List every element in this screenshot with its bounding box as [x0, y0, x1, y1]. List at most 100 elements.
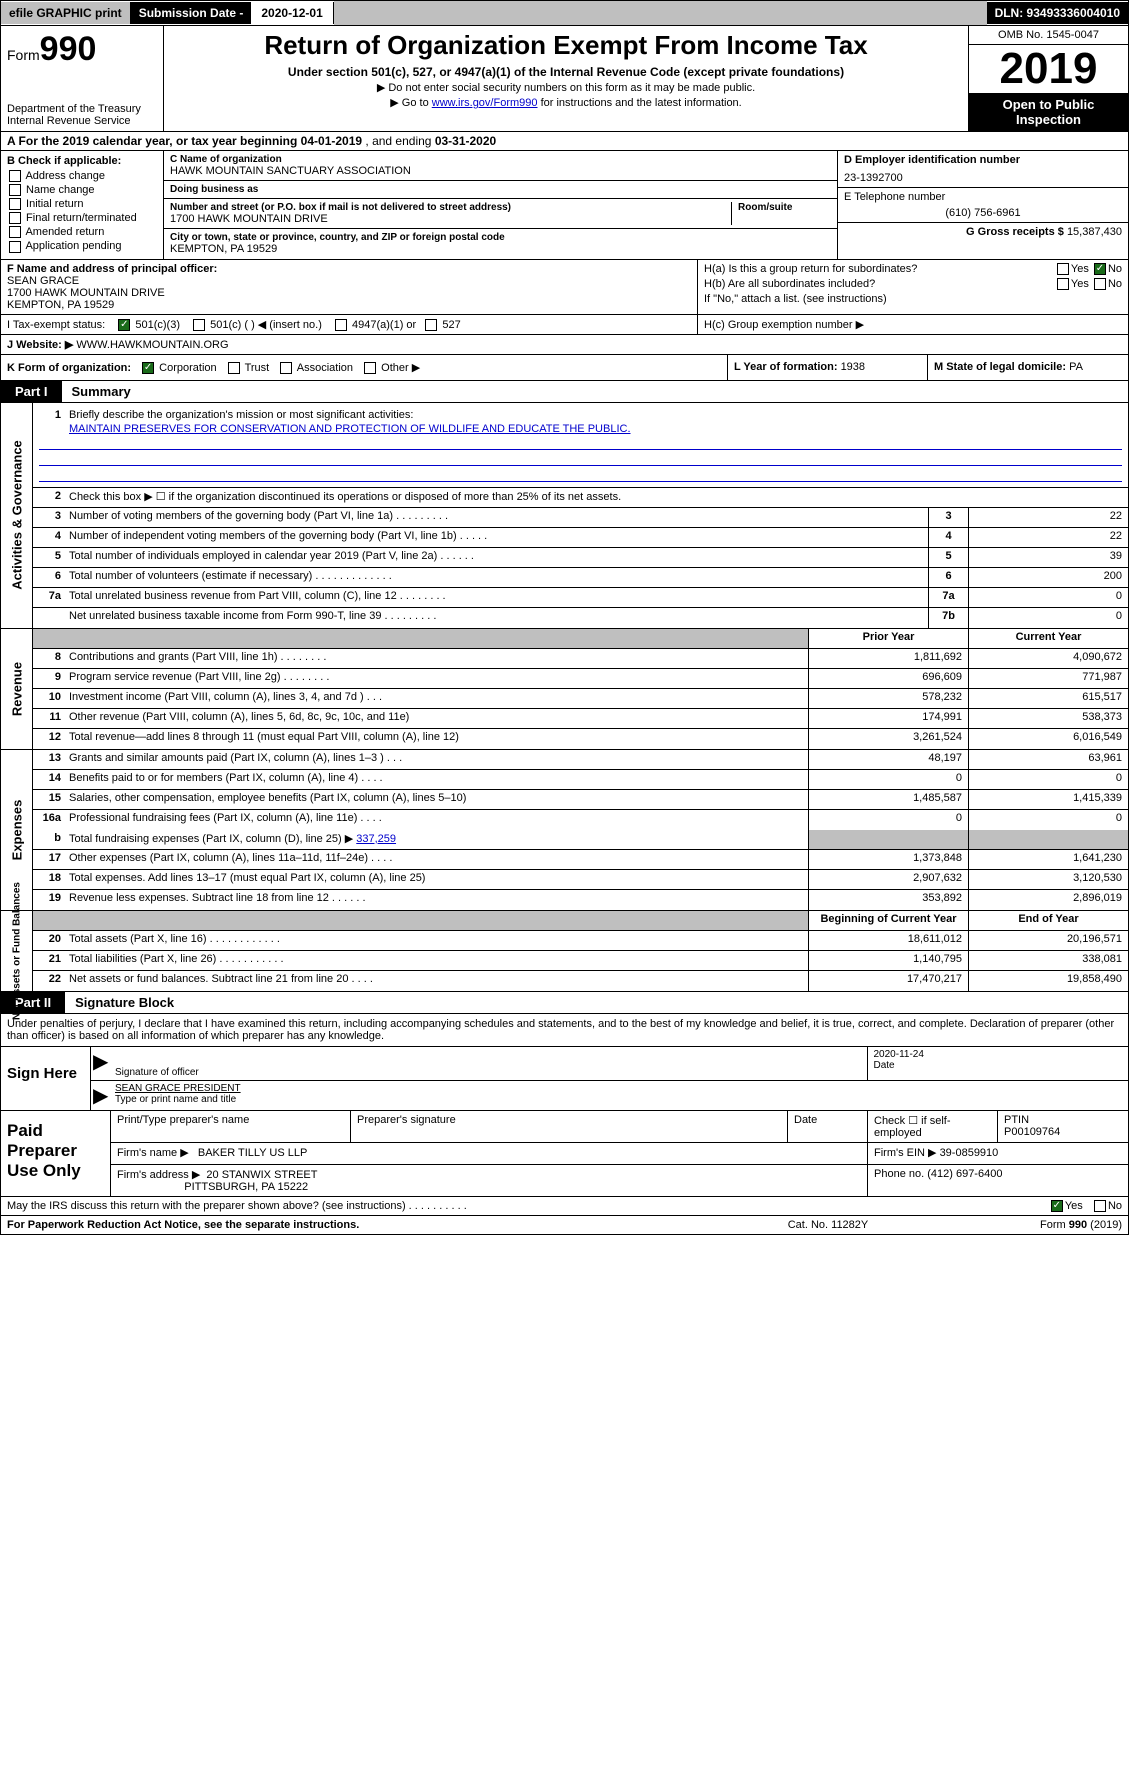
- mission: MAINTAIN PRESERVES FOR CONSERVATION AND …: [33, 423, 1128, 435]
- checkbox-item[interactable]: Application pending: [7, 240, 157, 252]
- checkbox-icon[interactable]: [1094, 1200, 1106, 1212]
- checkbox-item[interactable]: Amended return: [7, 226, 157, 238]
- city: KEMPTON, PA 19529: [170, 243, 831, 255]
- officer-addr1: 1700 HAWK MOUNTAIN DRIVE: [7, 287, 165, 299]
- checkbox-item[interactable]: Final return/terminated: [7, 212, 157, 224]
- header-right: OMB No. 1545-0047 2019 Open to Public In…: [968, 26, 1128, 131]
- gross-label: G Gross receipts $: [966, 226, 1067, 238]
- row-num: 7a: [33, 588, 65, 607]
- curr-val: 0: [968, 810, 1128, 830]
- revenue-text: Revenue: [9, 662, 24, 716]
- desc-1: Briefly describe the organization's miss…: [65, 407, 1128, 423]
- checkbox-icon[interactable]: [228, 362, 240, 374]
- table-row: 16a Professional fundraising fees (Part …: [33, 810, 1128, 830]
- row-val: 22: [968, 508, 1128, 527]
- efile-label[interactable]: efile GRAPHIC print: [1, 2, 131, 24]
- city-cell: City or town, state or province, country…: [164, 229, 837, 258]
- checkbox-icon[interactable]: [1094, 278, 1106, 290]
- table-row: 15 Salaries, other compensation, employe…: [33, 790, 1128, 810]
- h-a: H(a) Is this a group return for subordin…: [704, 263, 1122, 275]
- table-row: Net unrelated business taxable income fr…: [33, 608, 1128, 628]
- checkbox-icon[interactable]: [1057, 278, 1069, 290]
- dln: DLN: 93493336004010: [987, 2, 1128, 24]
- blank: [65, 911, 808, 930]
- box-d: D Employer identification number 23-1392…: [838, 151, 1128, 259]
- checkbox-item[interactable]: Initial return: [7, 198, 157, 210]
- tax-year: 2019: [969, 45, 1128, 93]
- row-desc: Salaries, other compensation, employee b…: [65, 790, 808, 809]
- no-label: No: [1108, 1200, 1122, 1212]
- firm-name-row: Firm's name ▶ BAKER TILLY US LLP Firm's …: [111, 1143, 1128, 1165]
- box-f: F Name and address of principal officer:…: [1, 260, 698, 314]
- checkbox-checked-icon[interactable]: ✓: [1094, 263, 1106, 275]
- line-a-start: 04-01-2019: [301, 134, 362, 148]
- checkbox-icon[interactable]: [1057, 263, 1069, 275]
- h-b-text: H(b) Are all subordinates included?: [704, 278, 875, 290]
- domicile: PA: [1069, 361, 1083, 373]
- row-box: 4: [928, 528, 968, 547]
- checkbox-checked-icon[interactable]: ✓: [142, 362, 154, 374]
- prior-year-hdr: Prior Year: [808, 629, 968, 648]
- row-num: 4: [33, 528, 65, 547]
- ein: 23-1392700: [844, 172, 1122, 184]
- preparer-name-hdr: Print/Type preparer's name: [111, 1111, 351, 1142]
- net-body: Beginning of Current Year End of Year 20…: [33, 911, 1128, 991]
- num-16b: b: [33, 830, 65, 849]
- omb-number: OMB No. 1545-0047: [969, 26, 1128, 45]
- irs-link[interactable]: www.irs.gov/Form990: [432, 97, 538, 109]
- checkbox-icon[interactable]: [9, 241, 21, 253]
- checkbox-checked-icon[interactable]: ✓: [118, 319, 130, 331]
- row-desc: Revenue less expenses. Subtract line 18 …: [65, 890, 808, 910]
- phone-cell: Phone no. (412) 697-6400: [868, 1165, 1128, 1196]
- checkbox-item[interactable]: Address change: [7, 170, 157, 182]
- line-l-label: L Year of formation:: [734, 361, 841, 373]
- checkbox-icon[interactable]: [364, 362, 376, 374]
- table-row: 18 Total expenses. Add lines 13–17 (must…: [33, 870, 1128, 890]
- checkbox-icon[interactable]: [9, 184, 21, 196]
- opt-527: 527: [442, 319, 460, 331]
- checkbox-icon[interactable]: [9, 226, 21, 238]
- part-1-title: Summary: [62, 381, 141, 402]
- row-16b: b Total fundraising expenses (Part IX, c…: [33, 830, 1128, 850]
- checkbox-icon[interactable]: [280, 362, 292, 374]
- checkbox-icon[interactable]: [9, 212, 21, 224]
- prior-val: 0: [808, 770, 968, 789]
- note2-pre: ▶ Go to: [390, 97, 431, 109]
- submission-date: 2020-12-01: [251, 2, 333, 24]
- form-header: Form990 Department of the Treasury Inter…: [0, 26, 1129, 132]
- checkbox-checked-icon[interactable]: ✓: [1051, 1200, 1063, 1212]
- addr: 1700 HAWK MOUNTAIN DRIVE: [170, 213, 731, 225]
- prior-val: 17,470,217: [808, 971, 968, 991]
- fundraising-link[interactable]: 337,259: [356, 833, 396, 845]
- tel-cell: E Telephone number (610) 756-6961: [838, 188, 1128, 223]
- arrow-icon: ▶: [91, 1047, 109, 1080]
- line-k: K Form of organization: ✓ Corporation Tr…: [0, 355, 1129, 381]
- curr-val: 0: [968, 770, 1128, 789]
- table-row: 17 Other expenses (Part IX, column (A), …: [33, 850, 1128, 870]
- checkbox-icon[interactable]: [425, 319, 437, 331]
- form-title: Return of Organization Exempt From Incom…: [170, 30, 962, 61]
- row-num: 13: [33, 750, 65, 769]
- row-val: 200: [968, 568, 1128, 587]
- governance-text: Activities & Governance: [9, 440, 24, 590]
- gross-cell: G Gross receipts $ 15,387,430: [838, 223, 1128, 241]
- row-num: 5: [33, 548, 65, 567]
- net-label: Net Assets or Fund Balances: [1, 911, 33, 991]
- checkbox-icon[interactable]: [193, 319, 205, 331]
- checkbox-icon[interactable]: [335, 319, 347, 331]
- row-num: [33, 608, 65, 628]
- table-row: 14 Benefits paid to or for members (Part…: [33, 770, 1128, 790]
- h-b-yesno: Yes No: [1055, 278, 1122, 290]
- checkbox-item[interactable]: Name change: [7, 184, 157, 196]
- line-a-mid: , and ending: [365, 134, 434, 148]
- preparer-sig-hdr: Preparer's signature: [351, 1111, 788, 1142]
- row-box: 7b: [928, 608, 968, 628]
- checkbox-icon[interactable]: [9, 170, 21, 182]
- row-desc: Total liabilities (Part X, line 26) . . …: [65, 951, 808, 970]
- sign-date: 2020-11-24: [874, 1049, 1123, 1060]
- part-1-header: Part I Summary: [0, 381, 1129, 403]
- curr-val: 1,415,339: [968, 790, 1128, 809]
- row-num: 21: [33, 951, 65, 970]
- ein-cell: D Employer identification number 23-1392…: [838, 151, 1128, 188]
- checkbox-icon[interactable]: [9, 198, 21, 210]
